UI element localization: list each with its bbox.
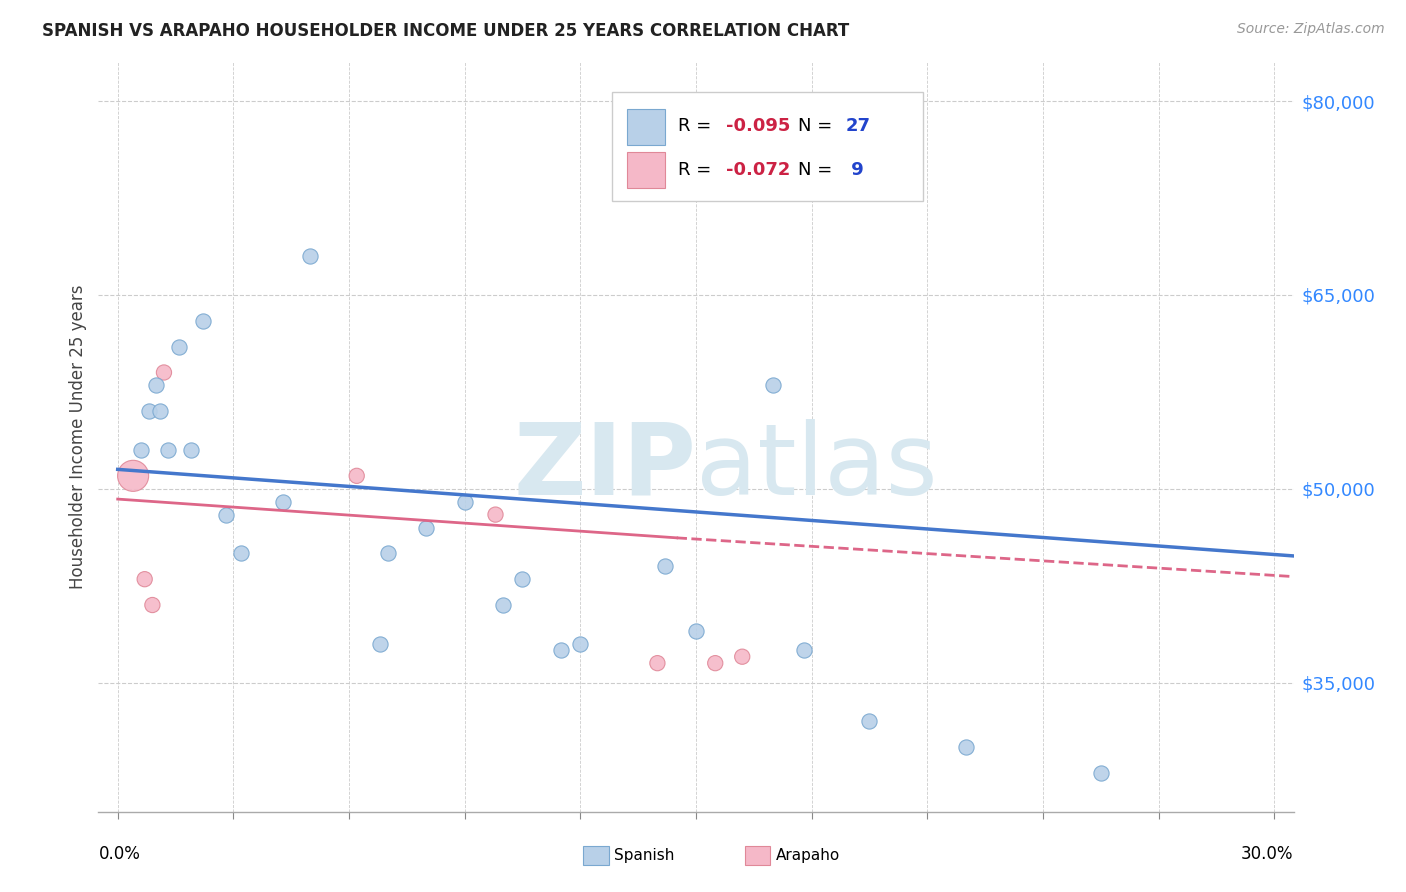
Text: ZIP: ZIP — [513, 418, 696, 516]
Point — [273, 494, 295, 508]
Point — [346, 468, 368, 483]
Point — [569, 637, 592, 651]
Point — [145, 378, 167, 392]
Point — [793, 643, 815, 657]
Text: Source: ZipAtlas.com: Source: ZipAtlas.com — [1237, 22, 1385, 37]
Point — [122, 468, 145, 483]
Point — [134, 572, 156, 586]
Point — [492, 598, 515, 612]
Point — [299, 249, 322, 263]
Bar — [627, 109, 665, 145]
Point — [704, 656, 727, 670]
Bar — [627, 152, 665, 187]
Point — [762, 378, 785, 392]
Point — [685, 624, 707, 638]
Point — [654, 559, 676, 574]
Point — [1090, 766, 1112, 780]
Point — [453, 494, 475, 508]
Text: 0.0%: 0.0% — [98, 846, 141, 863]
Point — [415, 520, 437, 534]
Point — [647, 656, 669, 670]
Text: -0.072: -0.072 — [725, 161, 790, 178]
Text: R =: R = — [678, 117, 717, 135]
Point — [169, 340, 191, 354]
FancyBboxPatch shape — [613, 93, 922, 201]
Text: 30.0%: 30.0% — [1241, 846, 1294, 863]
Point — [377, 546, 399, 560]
Point — [153, 366, 176, 380]
Point — [550, 643, 572, 657]
Y-axis label: Householder Income Under 25 years: Householder Income Under 25 years — [69, 285, 87, 590]
Point — [156, 442, 179, 457]
Text: atlas: atlas — [696, 418, 938, 516]
Point — [368, 637, 391, 651]
Point — [129, 442, 152, 457]
Point — [180, 442, 202, 457]
Point — [141, 598, 163, 612]
Point — [214, 508, 236, 522]
Point — [484, 508, 506, 522]
Text: 27: 27 — [845, 117, 870, 135]
Text: N =: N = — [797, 161, 838, 178]
Text: R =: R = — [678, 161, 717, 178]
Text: Spanish: Spanish — [614, 848, 675, 863]
Point — [731, 649, 754, 664]
Text: N =: N = — [797, 117, 838, 135]
Text: SPANISH VS ARAPAHO HOUSEHOLDER INCOME UNDER 25 YEARS CORRELATION CHART: SPANISH VS ARAPAHO HOUSEHOLDER INCOME UN… — [42, 22, 849, 40]
Point — [512, 572, 534, 586]
Text: -0.095: -0.095 — [725, 117, 790, 135]
Point — [138, 404, 160, 418]
Text: 9: 9 — [845, 161, 865, 178]
Point — [229, 546, 252, 560]
Point — [955, 740, 977, 755]
Point — [858, 714, 880, 729]
Text: Arapaho: Arapaho — [776, 848, 841, 863]
Point — [191, 314, 214, 328]
Point — [149, 404, 172, 418]
